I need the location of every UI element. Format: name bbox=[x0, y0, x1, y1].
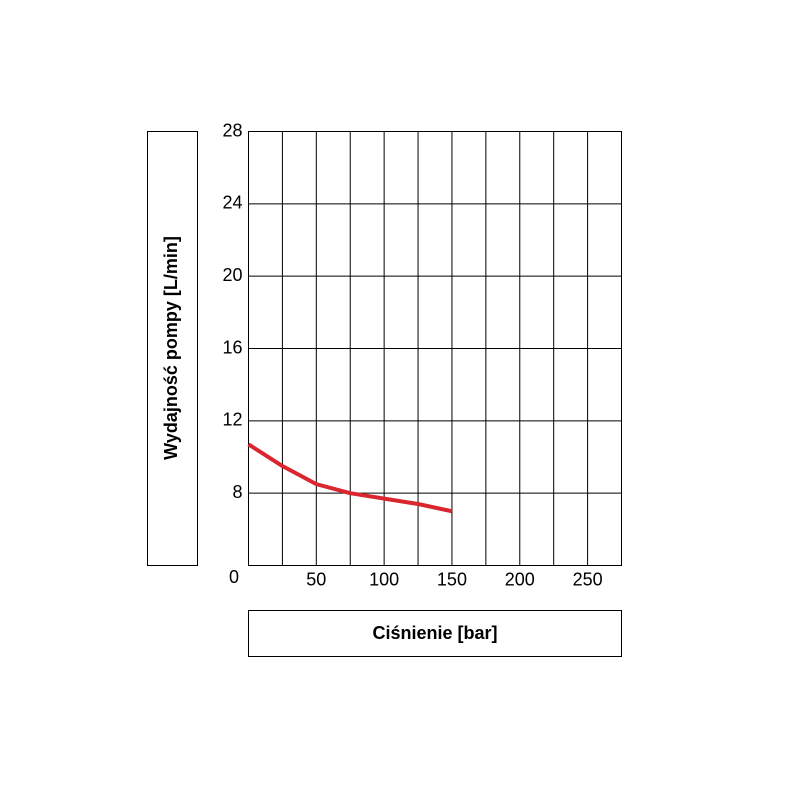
y-label-box bbox=[147, 131, 198, 566]
y-tick-label: 8 bbox=[232, 482, 242, 502]
x-tick-label: 250 bbox=[573, 569, 603, 589]
y-tick-label: 28 bbox=[222, 120, 242, 140]
x-tick-label: 200 bbox=[505, 569, 535, 589]
x-tick-label: 100 bbox=[369, 569, 399, 589]
x-label-box bbox=[248, 610, 622, 657]
origin-label: 0 bbox=[229, 567, 239, 587]
y-tick-label: 12 bbox=[222, 410, 242, 430]
x-axis-title: Ciśnienie [bar] bbox=[372, 623, 497, 643]
y-tick-label: 16 bbox=[222, 337, 242, 357]
y-axis-title: Wydajność pompy [L/min] bbox=[161, 236, 181, 460]
x-tick-label: 150 bbox=[437, 569, 467, 589]
y-tick-label: 24 bbox=[222, 193, 242, 213]
x-tick-label: 50 bbox=[306, 569, 326, 589]
y-tick-label: 20 bbox=[222, 265, 242, 285]
data-line bbox=[247, 442, 453, 514]
